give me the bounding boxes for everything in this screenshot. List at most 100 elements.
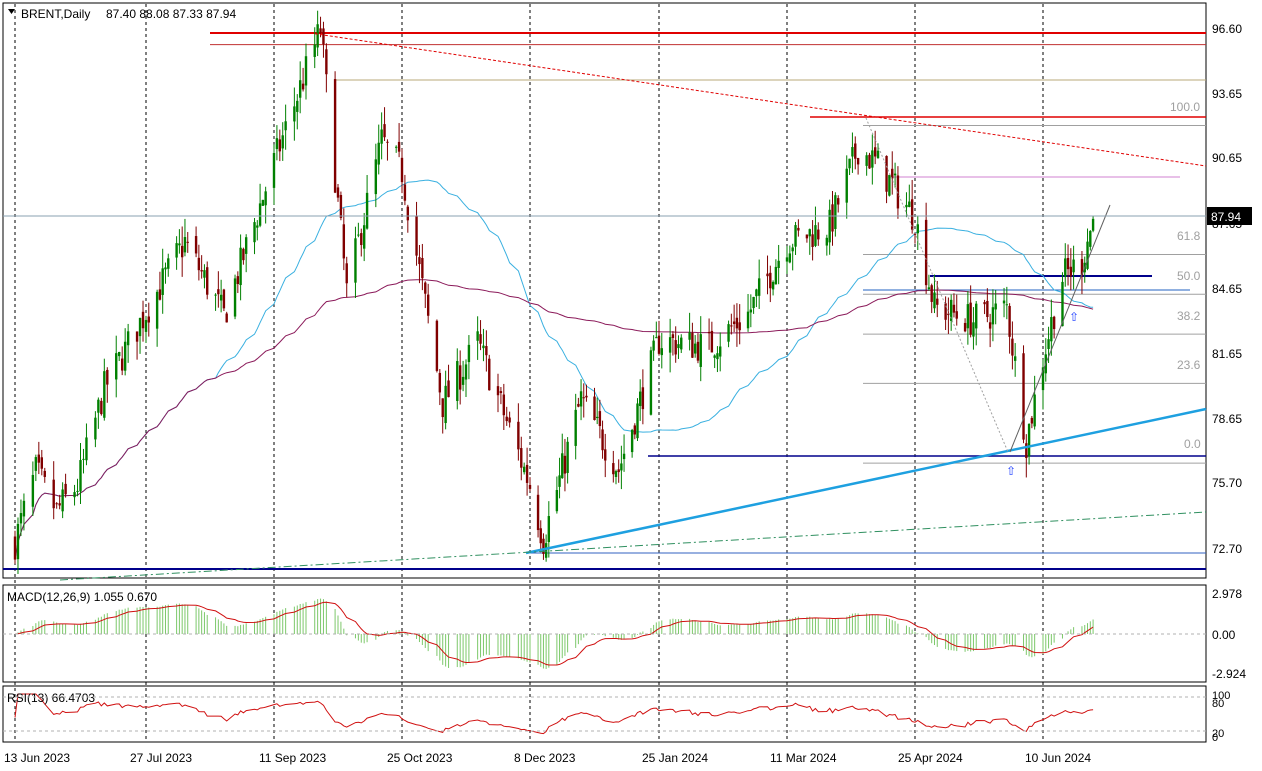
candle-body <box>1025 443 1028 459</box>
candle-body <box>730 325 733 327</box>
candle-body <box>424 282 427 294</box>
candle-body <box>403 184 407 201</box>
candle-body <box>158 289 162 300</box>
candle-body <box>115 353 118 380</box>
candle-body <box>1030 417 1034 424</box>
candle-body <box>502 394 506 416</box>
candle-body <box>785 257 789 262</box>
candle-body <box>817 229 820 240</box>
candle-body <box>1027 423 1031 457</box>
candle-body <box>456 361 459 401</box>
fib-level-label: 23.6 <box>1177 358 1201 372</box>
candle-body <box>242 248 245 261</box>
price-tick: 81.65 <box>1212 347 1242 361</box>
macd-series <box>14 598 1094 669</box>
candle-body <box>100 400 103 415</box>
candle-body <box>688 332 691 340</box>
candle-body <box>873 147 877 157</box>
rsi-series <box>14 693 1094 735</box>
candle-body <box>225 313 228 323</box>
candle-body <box>1005 304 1009 306</box>
price-axis: 96.60 93.65 90.65 87.65 84.65 81.65 78.6… <box>1212 22 1242 556</box>
candle-body <box>630 429 634 453</box>
candle-body <box>482 345 485 349</box>
candle-body <box>848 158 851 169</box>
candle-body <box>749 309 753 313</box>
rsi-tick: 80 <box>1212 698 1224 710</box>
price-tick: 78.65 <box>1212 412 1242 426</box>
candle-body <box>316 24 319 48</box>
collapse-arrow-icon[interactable] <box>8 9 15 14</box>
candle-body <box>362 225 366 249</box>
candle-body <box>1022 353 1025 440</box>
candle-body <box>278 139 282 152</box>
candle-body <box>732 321 736 324</box>
candle-body <box>397 141 401 152</box>
candle-body <box>76 490 79 492</box>
time-label: 25 Oct 2023 <box>387 751 453 765</box>
candle-body <box>936 298 939 305</box>
candle-body <box>955 311 958 319</box>
candle-body <box>236 276 240 285</box>
candle-body <box>585 395 588 398</box>
candle-body <box>418 257 421 265</box>
candle-body <box>386 141 389 143</box>
candle-body <box>73 492 76 498</box>
candle-body <box>186 241 189 243</box>
fib-level-label: 0.0 <box>1184 437 1201 451</box>
candle-body <box>1050 317 1053 342</box>
candle-body <box>680 337 683 350</box>
candle-body <box>755 289 758 297</box>
time-label: 13 Jun 2023 <box>4 751 70 765</box>
rsi-line <box>14 693 1094 735</box>
candle-body <box>865 155 868 166</box>
candle-body <box>738 322 741 331</box>
price-tick: 75.70 <box>1212 476 1242 490</box>
candle-body <box>239 247 242 286</box>
candle-body <box>794 225 797 247</box>
candle-body <box>183 237 187 253</box>
fib-level-label: 50.0 <box>1177 269 1201 283</box>
candle-body <box>147 316 150 323</box>
candle-body <box>791 247 794 252</box>
candle-body <box>885 155 888 192</box>
candle-body <box>94 417 97 440</box>
candle-body <box>657 335 661 354</box>
rsi-tick: 100 <box>1212 690 1230 702</box>
current-price-value: 87.94 <box>1211 210 1241 224</box>
candle-body <box>577 403 580 407</box>
candle-body <box>467 344 471 363</box>
candle-body <box>144 320 148 332</box>
candle-body <box>972 322 975 337</box>
candle-body <box>699 334 702 367</box>
candle-body <box>380 129 383 144</box>
channel-line <box>1009 204 1111 453</box>
candle-body <box>264 191 267 206</box>
candle-body <box>244 237 248 254</box>
candle-body <box>674 340 677 355</box>
candle-body <box>505 416 508 422</box>
candle-body <box>322 28 325 45</box>
candle-body <box>757 278 761 296</box>
candle-body <box>178 243 181 246</box>
candle-body <box>180 245 184 258</box>
candle-body <box>52 479 55 509</box>
candle-body <box>298 80 302 98</box>
current-price-badge <box>1207 207 1252 225</box>
candle-body <box>716 353 719 360</box>
candle-body <box>1041 367 1045 391</box>
candle-body <box>805 234 809 239</box>
candle-body <box>476 331 479 341</box>
candle-body <box>828 209 831 243</box>
candle-body <box>1047 339 1050 349</box>
candle-body <box>1064 258 1067 277</box>
candle-body <box>1089 230 1092 247</box>
candle-body <box>79 460 82 492</box>
candle-body <box>969 302 972 335</box>
candle-body <box>1013 356 1017 361</box>
candle-body <box>952 304 956 313</box>
candle-body <box>520 448 523 468</box>
candle-body <box>175 243 178 258</box>
candle-body <box>40 457 43 469</box>
